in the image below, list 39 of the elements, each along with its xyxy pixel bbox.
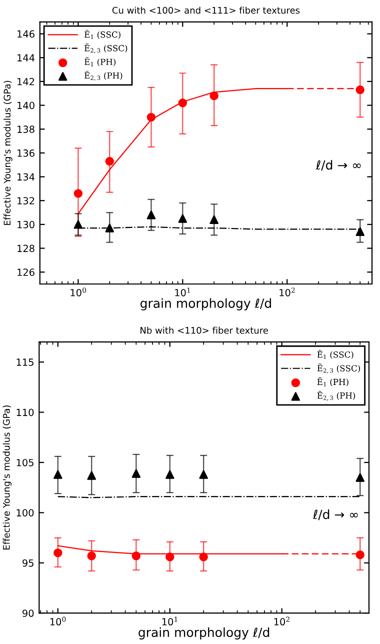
x-tick-label: 10$^{1}$ [175, 288, 190, 296]
legend-label: Ẽ$_{1}$ (SSC) [317, 350, 354, 359]
y-tick-label: 132 [18, 197, 34, 204]
y-tick-label: 146 [18, 30, 34, 38]
legend-label: Ẽ$_{1}$ (PH) [84, 57, 116, 66]
y-tick-label: 134 [18, 173, 34, 181]
legend-label: Ẽ$_{2,3}$ (SSC) [317, 364, 360, 374]
x-tick-label: 10$^{0}$ [50, 616, 66, 626]
x-tick-label: 10$^{0}$ [70, 288, 86, 296]
y-tick-label: 105 [16, 458, 34, 466]
legend-label: Ẽ$_{1}$ (SSC) [84, 30, 120, 39]
legend-label: Ẽ$_{2,3}$ (PH) [317, 390, 356, 401]
y-tick-label: 90 [22, 610, 34, 617]
annotation: ℓ/d → ∞ [316, 160, 361, 171]
y-tick-label: 100 [16, 509, 34, 517]
y-tick-label: 130 [18, 220, 34, 228]
x-tick-label: 10$^{2}$ [280, 288, 295, 296]
y-tick-label: 95 [22, 559, 34, 567]
legend-label: Ẽ$_{2,3}$ (PH) [84, 70, 122, 81]
y-axis-title: Effective Young's modulus (GPa) [2, 405, 12, 550]
y-tick-label: 144 [18, 54, 34, 62]
y-tick-label: 140 [18, 102, 34, 110]
legend-label: Ẽ$_{1}$ (PH) [317, 377, 348, 386]
y-tick-label: 126 [18, 268, 34, 276]
x-axis-title: grain morphology ℓ/d [140, 298, 271, 310]
chart-title: Nb with <110> fiber texture [140, 326, 268, 334]
y-tick-label: 115 [16, 358, 34, 366]
x-tick-label: 10$^{1}$ [162, 616, 178, 626]
legend-label: Ẽ$_{2,3}$ (SSC) [84, 43, 128, 54]
y-axis-title: Effective Young's modulus (GPa) [4, 80, 12, 225]
annotation: ℓ/d → ∞ [312, 509, 358, 520]
y-tick-label: 136 [18, 149, 34, 157]
y-tick-label: 142 [18, 78, 34, 86]
y-tick-label: 138 [18, 126, 34, 133]
x-axis-title: grain morphology ℓ/d [138, 627, 270, 640]
y-tick-label: 110 [16, 408, 34, 416]
y-tick-label: 128 [18, 244, 34, 252]
x-tick-label: 10$^{2}$ [274, 616, 290, 626]
chart-title: Cu with <100> and <111> fiber textures [112, 6, 300, 14]
